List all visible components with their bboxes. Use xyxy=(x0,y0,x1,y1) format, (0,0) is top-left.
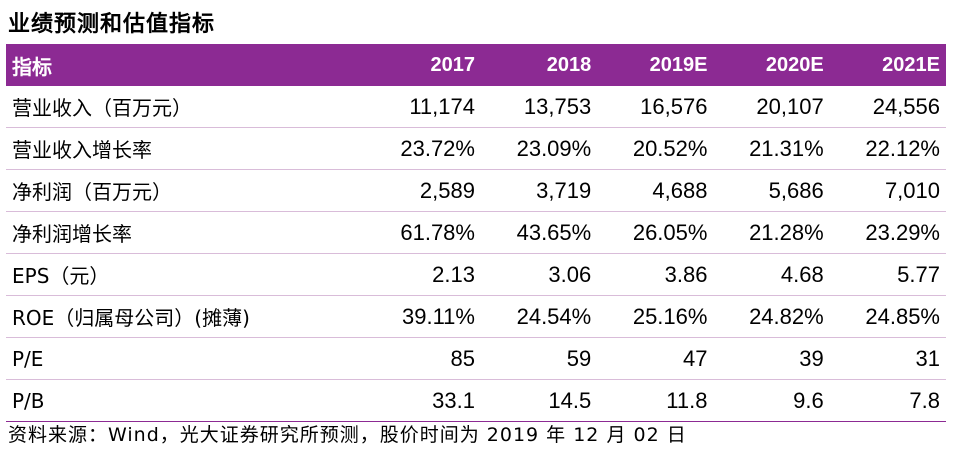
row-label: 营业收入增长率 xyxy=(6,127,365,170)
table-cell: 31 xyxy=(829,337,946,380)
table-cell: 39 xyxy=(713,337,830,380)
table-cell: 22.12% xyxy=(829,127,946,170)
table-row: 营业收入（百万元） 11,174 13,753 16,576 20,107 24… xyxy=(6,86,946,128)
table-cell: 14.5 xyxy=(480,379,598,422)
header-2021e: 2021E xyxy=(829,44,946,86)
table-row: 营业收入增长率 23.72% 23.09% 20.52% 21.31% 22.1… xyxy=(6,127,946,170)
table-cell: 24.85% xyxy=(829,295,946,338)
header-2019e: 2019E xyxy=(597,44,714,86)
table-cell: 20.52% xyxy=(597,127,714,170)
table-cell: 33.1 xyxy=(364,379,481,422)
table-cell: 47 xyxy=(597,337,714,380)
table-cell: 24,556 xyxy=(829,86,946,128)
table-cell: 13,753 xyxy=(480,86,598,128)
row-label: EPS（元） xyxy=(6,253,365,296)
table-cell: 24.82% xyxy=(713,295,830,338)
row-label: 净利润（百万元） xyxy=(6,169,365,212)
table-cell: 23.29% xyxy=(829,211,946,254)
header-2018: 2018 xyxy=(480,44,598,86)
table-cell: 4,688 xyxy=(597,169,714,212)
header-2020e: 2020E xyxy=(713,44,830,86)
row-label: P/E xyxy=(6,337,365,380)
table-cell: 3.06 xyxy=(480,253,598,296)
table-cell: 26.05% xyxy=(597,211,714,254)
header-2017: 2017 xyxy=(364,44,481,86)
table-cell: 5,686 xyxy=(713,169,830,212)
table-cell: 21.31% xyxy=(713,127,830,170)
row-label: 营业收入（百万元） xyxy=(6,86,365,128)
source-note: 资料来源：Wind，光大证券研究所预测，股价时间为 2019 年 12 月 02… xyxy=(8,424,687,446)
table-cell: 2.13 xyxy=(364,253,481,296)
table-cell: 3.86 xyxy=(597,253,714,296)
forecast-table-container: 指标 2017 2018 2019E 2020E 2021E 营业收入（百万元）… xyxy=(6,44,946,422)
page-title: 业绩预测和估值指标 xyxy=(8,11,216,37)
table-row: P/B 33.1 14.5 11.8 9.6 7.8 xyxy=(6,379,946,422)
table-cell: 11,174 xyxy=(364,86,481,128)
table-cell: 43.65% xyxy=(480,211,598,254)
table-row: ROE（归属母公司）(摊薄) 39.11% 24.54% 25.16% 24.8… xyxy=(6,295,946,338)
table-cell: 7.8 xyxy=(829,379,946,422)
table-cell: 2,589 xyxy=(364,169,481,212)
header-indicator: 指标 xyxy=(6,44,365,86)
row-label: 净利润增长率 xyxy=(6,211,365,254)
table-cell: 61.78% xyxy=(364,211,481,254)
table-cell: 16,576 xyxy=(597,86,714,128)
row-label: ROE（归属母公司）(摊薄) xyxy=(6,295,365,338)
table-cell: 7,010 xyxy=(829,169,946,212)
table-row: 净利润（百万元） 2,589 3,719 4,688 5,686 7,010 xyxy=(6,169,946,212)
table-row: 净利润增长率 61.78% 43.65% 26.05% 21.28% 23.29… xyxy=(6,211,946,254)
forecast-valuation-table: 指标 2017 2018 2019E 2020E 2021E 营业收入（百万元）… xyxy=(6,44,946,422)
table-row: EPS（元） 2.13 3.06 3.86 4.68 5.77 xyxy=(6,253,946,296)
table-cell: 25.16% xyxy=(597,295,714,338)
table-cell: 59 xyxy=(480,337,598,380)
table-cell: 9.6 xyxy=(713,379,830,422)
table-cell: 23.72% xyxy=(364,127,481,170)
table-cell: 39.11% xyxy=(364,295,481,338)
table-header-row: 指标 2017 2018 2019E 2020E 2021E xyxy=(6,44,946,86)
table-cell: 4.68 xyxy=(713,253,830,296)
table-cell: 3,719 xyxy=(480,169,598,212)
table-cell: 11.8 xyxy=(597,379,714,422)
table-cell: 20,107 xyxy=(713,86,830,128)
row-label: P/B xyxy=(6,379,365,422)
table-cell: 23.09% xyxy=(480,127,598,170)
table-cell: 5.77 xyxy=(829,253,946,296)
table-row: P/E 85 59 47 39 31 xyxy=(6,337,946,380)
table-cell: 21.28% xyxy=(713,211,830,254)
table-cell: 24.54% xyxy=(480,295,598,338)
table-cell: 85 xyxy=(364,337,481,380)
